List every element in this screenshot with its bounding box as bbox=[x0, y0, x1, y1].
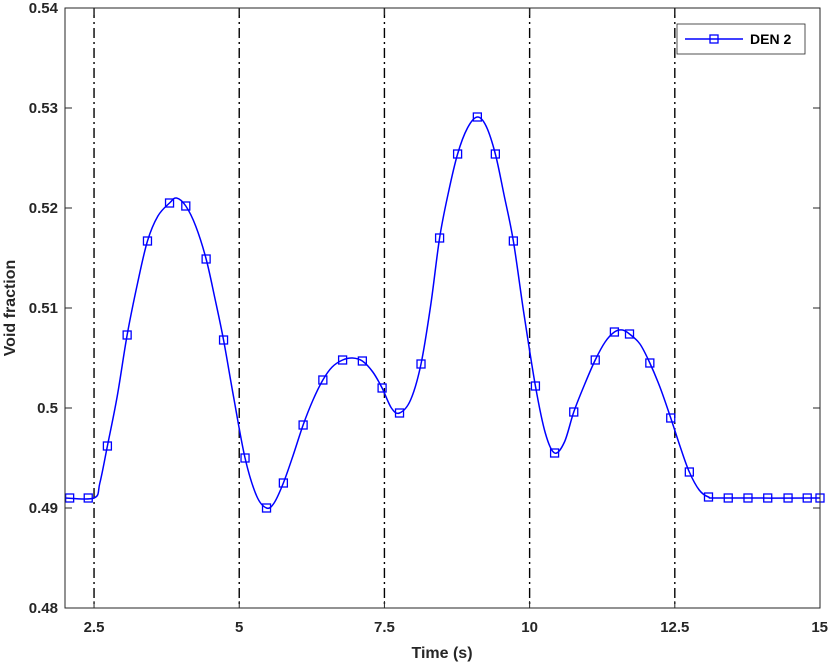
data-point bbox=[218, 335, 229, 345]
data-point bbox=[142, 236, 153, 246]
data-point bbox=[743, 493, 753, 503]
data-point bbox=[645, 358, 655, 368]
x-tick-label: 2.5 bbox=[84, 619, 105, 636]
data-point bbox=[434, 233, 445, 243]
x-tick-label: 12.5 bbox=[660, 619, 689, 636]
data-point bbox=[569, 407, 579, 417]
y-tick-label: 0.53 bbox=[29, 100, 58, 117]
data-point bbox=[472, 112, 482, 122]
data-point bbox=[490, 149, 501, 159]
data-point bbox=[64, 493, 75, 503]
data-point bbox=[624, 329, 635, 339]
data-point bbox=[802, 493, 812, 503]
series-line-group bbox=[64, 116, 821, 510]
data-point bbox=[703, 492, 714, 502]
y-tick-label: 0.49 bbox=[29, 500, 58, 517]
data-point bbox=[278, 478, 289, 488]
data-point bbox=[201, 254, 211, 264]
data-point bbox=[83, 493, 93, 503]
data-point bbox=[416, 359, 426, 369]
x-tick-label: 15 bbox=[811, 619, 828, 636]
data-point bbox=[590, 355, 600, 365]
y-axis-label: Void fraction bbox=[2, 260, 19, 357]
data-point bbox=[318, 375, 328, 385]
data-point bbox=[763, 493, 773, 503]
x-tick-label: 5 bbox=[235, 619, 243, 636]
data-point bbox=[298, 420, 308, 430]
series-line bbox=[64, 116, 821, 510]
data-point bbox=[240, 453, 250, 463]
vertical-lines bbox=[93, 8, 676, 608]
series-markers bbox=[64, 112, 825, 513]
y-axis-ticks: 0.48 0.49 0.5 0.51 0.52 0.53 0.54 bbox=[29, 0, 820, 617]
y-tick-label: 0.52 bbox=[29, 200, 58, 217]
data-point bbox=[261, 503, 272, 513]
data-point bbox=[723, 493, 733, 503]
legend-marker-sample bbox=[709, 34, 719, 44]
data-point bbox=[549, 448, 560, 458]
y-tick-label: 0.51 bbox=[29, 300, 58, 317]
data-point bbox=[783, 493, 793, 503]
data-point bbox=[122, 330, 132, 340]
legend: DEN 2 bbox=[676, 23, 806, 55]
y-tick-label: 0.54 bbox=[29, 0, 59, 17]
data-point bbox=[684, 467, 694, 477]
data-point bbox=[181, 201, 191, 211]
data-point bbox=[666, 413, 676, 423]
y-tick-label: 0.48 bbox=[29, 600, 58, 617]
data-point bbox=[337, 355, 348, 365]
data-point bbox=[530, 381, 541, 391]
data-point bbox=[377, 383, 387, 393]
data-point bbox=[357, 356, 368, 366]
data-point bbox=[102, 441, 113, 451]
plot-background bbox=[65, 8, 820, 608]
data-point bbox=[394, 408, 405, 418]
x-tick-label: 10 bbox=[521, 619, 538, 636]
y-tick-label: 0.5 bbox=[37, 400, 58, 417]
x-axis-label: Time (s) bbox=[411, 645, 472, 662]
x-axis-ticks: 2.5 5 7.5 10 12.5 15 bbox=[84, 8, 828, 636]
data-point bbox=[164, 198, 175, 208]
x-tick-label: 7.5 bbox=[374, 619, 395, 636]
data-point bbox=[452, 149, 463, 159]
data-point bbox=[609, 327, 620, 337]
legend-label: DEN 2 bbox=[750, 31, 791, 47]
data-point bbox=[508, 236, 519, 246]
